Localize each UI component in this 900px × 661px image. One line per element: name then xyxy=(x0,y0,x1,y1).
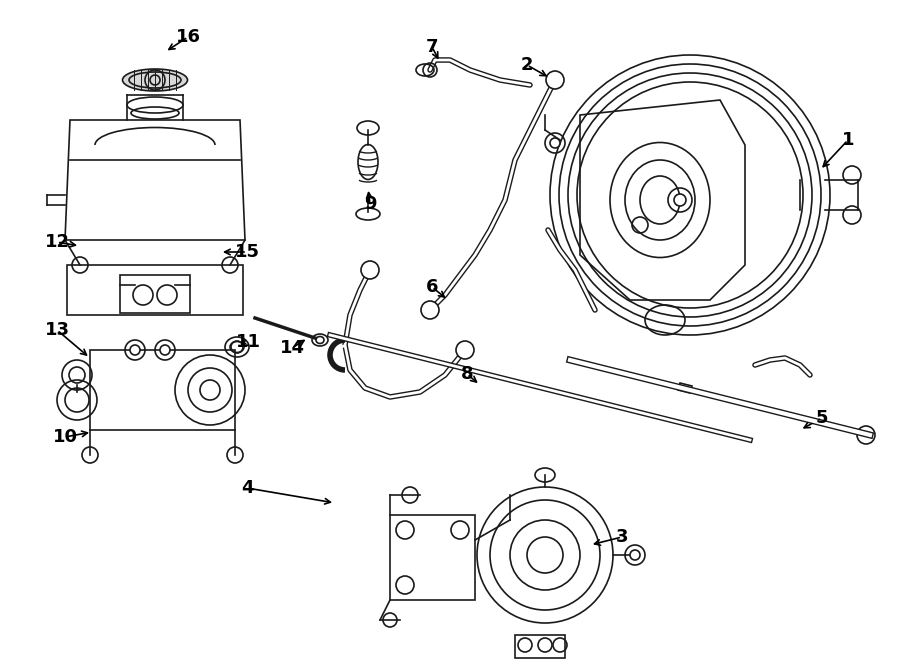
Circle shape xyxy=(674,194,686,206)
Text: 5: 5 xyxy=(815,409,828,427)
Ellipse shape xyxy=(122,69,187,91)
Text: 11: 11 xyxy=(236,333,260,351)
Circle shape xyxy=(546,71,564,89)
Text: 15: 15 xyxy=(235,243,259,261)
Text: 7: 7 xyxy=(426,38,438,56)
Text: 4: 4 xyxy=(241,479,253,497)
Text: 13: 13 xyxy=(44,321,69,339)
Text: 3: 3 xyxy=(616,528,628,546)
Text: 9: 9 xyxy=(364,195,376,213)
Circle shape xyxy=(361,261,379,279)
Text: 6: 6 xyxy=(426,278,438,296)
Text: 12: 12 xyxy=(44,233,69,251)
Circle shape xyxy=(421,301,439,319)
Text: 14: 14 xyxy=(280,339,304,357)
Text: 8: 8 xyxy=(461,365,473,383)
Text: 2: 2 xyxy=(521,56,533,74)
Circle shape xyxy=(550,138,560,148)
Text: 10: 10 xyxy=(52,428,77,446)
Circle shape xyxy=(160,345,170,355)
Circle shape xyxy=(630,550,640,560)
Circle shape xyxy=(456,341,474,359)
Circle shape xyxy=(130,345,140,355)
Text: 1: 1 xyxy=(842,131,854,149)
Text: 16: 16 xyxy=(176,28,201,46)
